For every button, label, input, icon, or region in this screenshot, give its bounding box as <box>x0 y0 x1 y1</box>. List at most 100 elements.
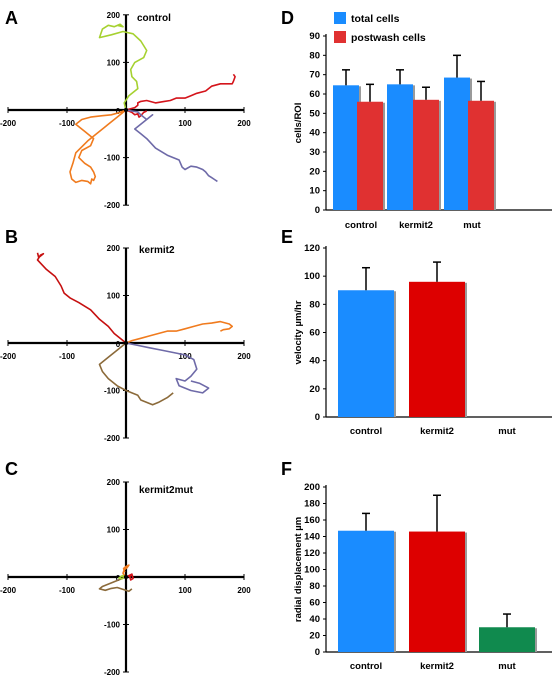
y-tick-label: 100 <box>107 526 121 535</box>
cell-track <box>122 564 130 578</box>
x-tick-label: 100 <box>178 586 192 595</box>
y-tick-label: 200 <box>107 11 121 20</box>
panel-letter-b: B <box>5 227 18 247</box>
track-plot-kermit2: -200 -100 100 200 200 100 -100 -200 0 kermit2 <box>0 244 251 443</box>
bar <box>479 627 535 652</box>
bar <box>333 85 359 210</box>
x-tick-label: -200 <box>0 119 17 128</box>
origin-label: 0 <box>116 107 121 116</box>
cell-track <box>125 573 134 581</box>
cell-track <box>36 252 127 344</box>
x-tick-label: 100 <box>178 352 192 361</box>
bar-chart-radial-displacement: 0 20 40 60 80 100 120 140 160 180 200 radial displa… <box>293 482 552 672</box>
y-tick-label: 70 <box>309 70 320 81</box>
cell-track <box>125 109 148 118</box>
y-tick-label: -100 <box>104 154 121 163</box>
category-label: control <box>345 220 377 231</box>
cell-track <box>125 342 210 394</box>
x-tick-label: 200 <box>237 119 251 128</box>
cell-track <box>69 109 127 185</box>
bar <box>357 101 383 210</box>
panel-letter-d: D <box>281 8 294 28</box>
y-tick-label: 60 <box>309 328 320 339</box>
y-tick-label: 200 <box>107 244 121 253</box>
origin-label: 0 <box>116 574 121 583</box>
category-label: kermit2 <box>399 220 433 231</box>
track-plot-control: -200 -100 100 200 200 100 -100 -200 0 control <box>0 11 251 210</box>
y-tick-label: -100 <box>104 621 121 630</box>
cell-track <box>125 109 218 183</box>
y-tick-label: 120 <box>304 548 320 559</box>
x-tick-label: -100 <box>59 119 76 128</box>
y-tick-label: 90 <box>309 31 320 42</box>
y-tick-label: 140 <box>304 532 320 543</box>
y-tick-label: 80 <box>309 50 320 61</box>
x-tick-label: -100 <box>59 352 76 361</box>
y-tick-label: 120 <box>304 243 320 254</box>
panel-title: kermit2 <box>139 245 175 256</box>
y-tick-label: 160 <box>304 515 320 526</box>
legend-swatch <box>334 31 346 43</box>
y-tick-label: -200 <box>104 201 121 210</box>
panel-letter-e: E <box>281 227 293 247</box>
y-tick-label: -100 <box>104 387 121 396</box>
y-tick-label: 40 <box>309 356 320 367</box>
y-tick-label: 60 <box>309 598 320 609</box>
bar <box>338 290 394 417</box>
bar <box>413 99 439 210</box>
track-plot-kermit2mut: -200 -100 100 200 200 100 -100 -200 0 kermit2mut <box>0 478 251 677</box>
bar-chart-cells-per-roi: 0 10 20 30 40 50 60 70 80 90 cells/ROI control kermi… <box>293 12 552 231</box>
bar <box>409 281 465 417</box>
cell-track <box>98 342 174 406</box>
y-tick-label: 40 <box>309 614 320 625</box>
bar-chart-velocity: 0 20 40 60 80 100 120 velocity µm/hr control kerm… <box>293 243 552 437</box>
y-tick-label: 0 <box>315 205 320 216</box>
cell-track <box>98 23 148 111</box>
panel-letter-f: F <box>281 459 292 479</box>
y-tick-label: -200 <box>104 668 121 677</box>
y-tick-label: 0 <box>315 647 320 658</box>
bar <box>468 100 494 210</box>
category-label: kermit2 <box>420 426 454 437</box>
cell-track <box>98 576 133 593</box>
legend-swatch <box>334 12 346 24</box>
origin-label: 0 <box>116 340 121 349</box>
origin-point <box>123 340 129 346</box>
bar <box>338 530 394 652</box>
x-tick-label: -200 <box>0 352 17 361</box>
y-tick-label: 200 <box>107 478 121 487</box>
y-axis-label: cells/ROI <box>293 103 304 144</box>
y-tick-label: 20 <box>309 384 320 395</box>
y-tick-label: 0 <box>315 412 320 423</box>
y-tick-label: 180 <box>304 499 320 510</box>
origin-point <box>123 107 129 113</box>
panel-title: control <box>137 13 171 24</box>
category-label: control <box>350 426 382 437</box>
legend-label: total cells <box>351 13 400 25</box>
category-label: mut <box>498 426 516 437</box>
y-tick-label: 30 <box>309 147 320 158</box>
y-tick-label: 80 <box>309 299 320 310</box>
y-tick-label: 10 <box>309 186 320 197</box>
panel-letter-c: C <box>5 459 18 479</box>
x-tick-label: 200 <box>237 352 251 361</box>
y-tick-label: 100 <box>304 565 320 576</box>
y-tick-label: 80 <box>309 581 320 592</box>
y-tick-label: 100 <box>107 292 121 301</box>
y-axis-label: radial displacement µm <box>293 517 304 622</box>
cell-track <box>118 574 127 580</box>
y-tick-label: -200 <box>104 434 121 443</box>
bar <box>444 77 470 210</box>
bar <box>409 531 465 652</box>
y-tick-label: 60 <box>309 89 320 100</box>
x-tick-label: -200 <box>0 586 17 595</box>
y-tick-label: 20 <box>309 166 320 177</box>
y-tick-label: 40 <box>309 128 320 139</box>
cell-track <box>125 320 233 344</box>
panel-title: kermit2mut <box>139 485 194 496</box>
legend-label: postwash cells <box>351 32 426 44</box>
category-label: mut <box>463 220 481 231</box>
y-tick-label: 200 <box>304 482 320 493</box>
y-tick-label: 20 <box>309 631 320 642</box>
y-axis-label: velocity µm/hr <box>293 300 304 364</box>
